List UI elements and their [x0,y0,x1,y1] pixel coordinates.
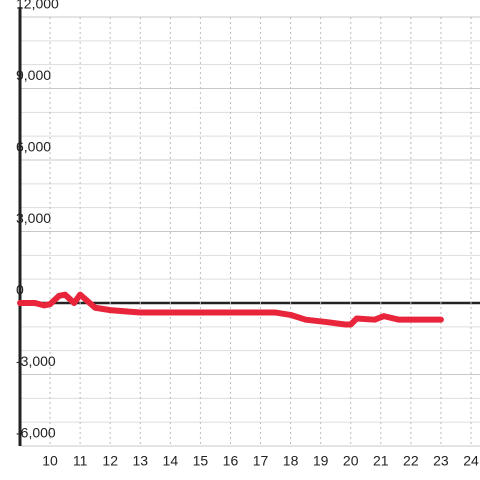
y-tick-label: -6,000 [16,425,56,441]
y-tick-label: 6,000 [16,139,51,155]
x-tick-label: 18 [283,453,299,469]
x-tick-label: 14 [163,453,179,469]
x-tick-label: 11 [73,453,88,469]
x-tick-label: 21 [373,453,389,469]
x-tick-label: 17 [253,453,269,469]
x-tick-label: 15 [193,453,209,469]
x-tick-label: 23 [433,453,449,469]
x-tick-label: 10 [42,453,58,469]
data-line [17,291,444,328]
x-tick-label: 19 [313,453,329,469]
y-tick-label: 12,000 [16,0,59,12]
y-tick-label: -3,000 [16,353,56,369]
x-tick-label: 24 [463,453,479,469]
y-tick-label: 3,000 [16,210,51,226]
x-tick-label: 20 [343,453,359,469]
x-tick-label: 12 [102,453,118,469]
y-tick-label: 9,000 [16,67,51,83]
x-tick-label: 22 [403,453,419,469]
x-tick-label: 13 [132,453,148,469]
y-tick-label: 0 [16,282,24,298]
x-tick-label: 16 [223,453,239,469]
